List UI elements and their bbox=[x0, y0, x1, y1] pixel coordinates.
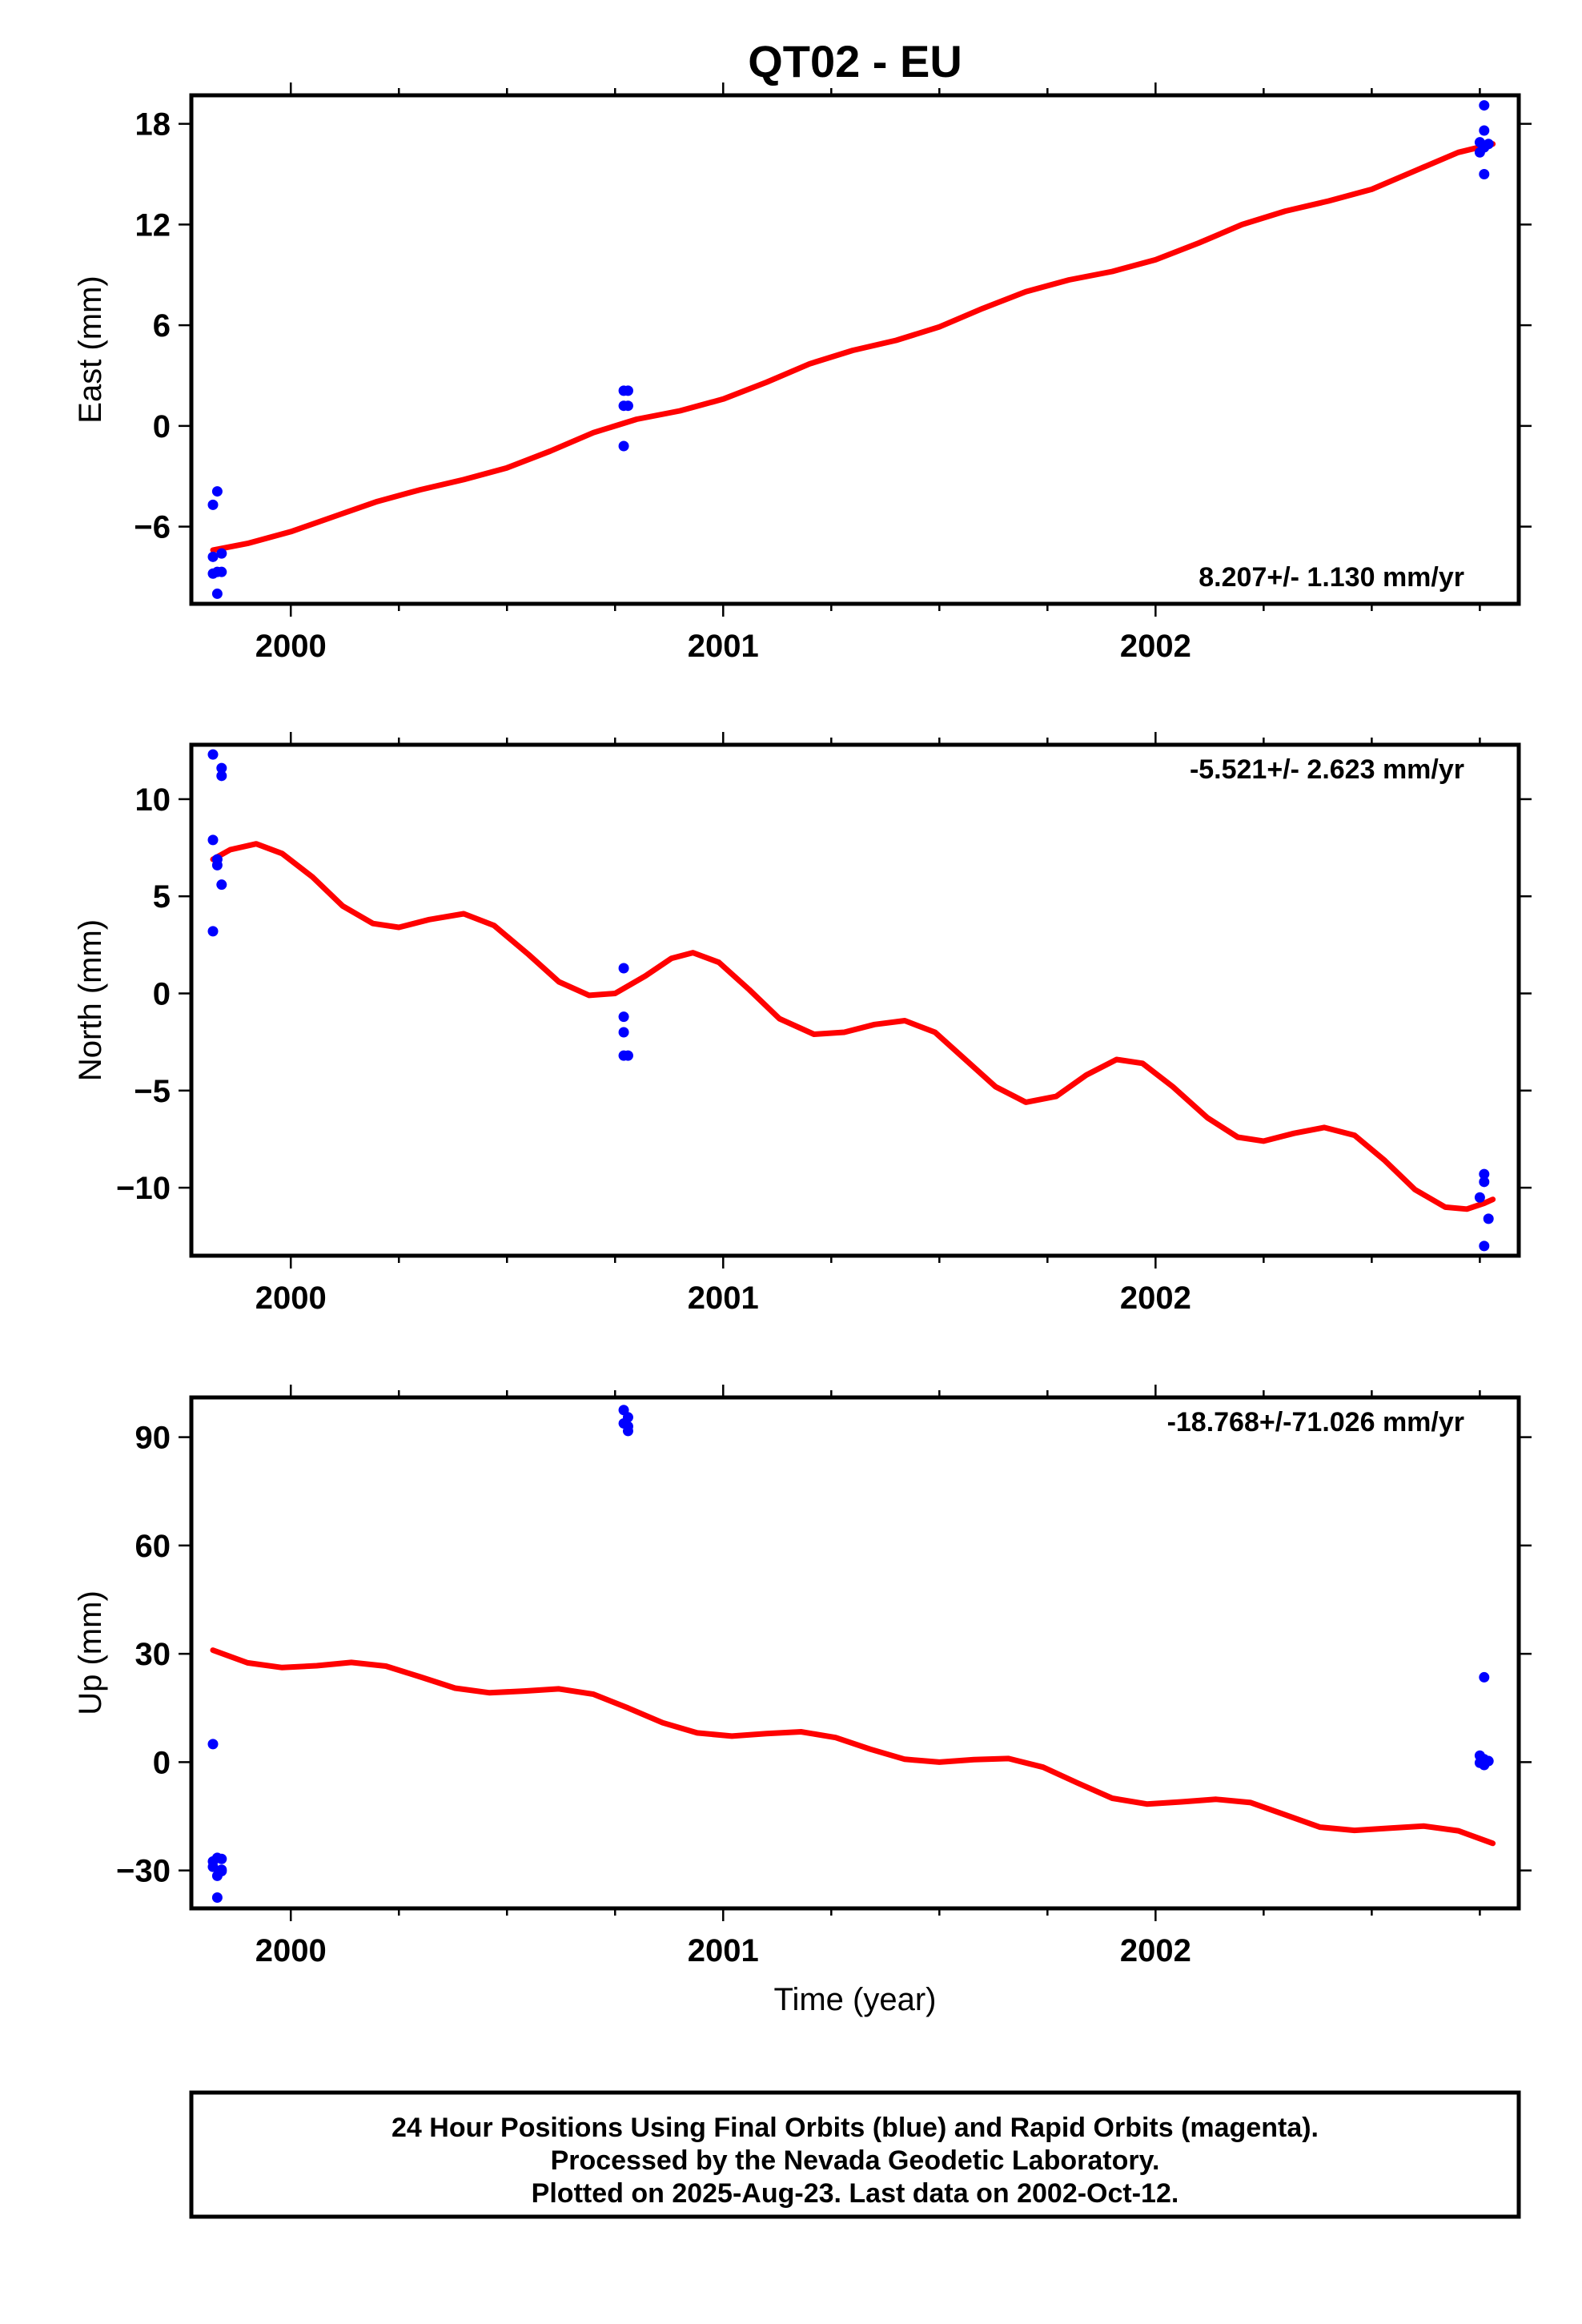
y-tick-label: 0 bbox=[153, 1745, 171, 1780]
panel-3: 2000 2001 2002 −30 0 30 60 90 Up (mm) -18.768+/-7… bbox=[73, 1385, 1532, 1968]
panel-frame bbox=[189, 93, 1521, 606]
observed-point bbox=[216, 770, 227, 782]
x-tick-label: 2001 bbox=[688, 629, 759, 664]
y-tick-label: 6 bbox=[153, 308, 171, 344]
footer-line-1: 24 Hour Positions Using Final Orbits (bl… bbox=[391, 2113, 1319, 2143]
observed-point bbox=[216, 879, 227, 891]
observed-point bbox=[622, 385, 633, 396]
observed-point bbox=[1479, 125, 1490, 136]
observed-point bbox=[1479, 1176, 1490, 1188]
y-tick-label: 5 bbox=[153, 879, 171, 915]
panels-group: 2000 2001 2002 −6 0 6 12 18 East (mm) 8.207+/- 1.… bbox=[73, 82, 1532, 1968]
observed-point bbox=[1479, 1759, 1490, 1771]
y-axis-label: Up (mm) bbox=[73, 1590, 108, 1715]
observed-point bbox=[618, 1027, 629, 1038]
y-tick-label: 30 bbox=[135, 1637, 171, 1672]
observed-point bbox=[622, 400, 633, 412]
y-tick-label: −30 bbox=[116, 1854, 171, 1889]
y-tick-label: 90 bbox=[135, 1421, 171, 1456]
y-axis-label: East (mm) bbox=[73, 275, 108, 423]
x-tick-label: 2000 bbox=[255, 1281, 327, 1316]
observed-point bbox=[1479, 100, 1490, 111]
y-tick-label: 12 bbox=[135, 207, 171, 243]
observed-point bbox=[1479, 168, 1490, 179]
observed-point bbox=[1483, 1213, 1494, 1224]
model-curve bbox=[210, 141, 1496, 553]
observed-point bbox=[207, 499, 219, 510]
observed-point bbox=[211, 588, 223, 599]
y-tick-label: −10 bbox=[116, 1171, 171, 1206]
x-tick-label: 2000 bbox=[255, 629, 327, 664]
observed-point bbox=[216, 1866, 227, 1877]
x-tick-label: 2002 bbox=[1120, 1281, 1191, 1316]
panel-1: 2000 2001 2002 −6 0 6 12 18 East (mm) 8.207+/- 1.… bbox=[73, 82, 1532, 664]
y-tick-label: 10 bbox=[135, 782, 171, 818]
observed-point bbox=[207, 1861, 219, 1872]
observed-point bbox=[207, 1739, 219, 1750]
panel-frame bbox=[189, 1395, 1521, 1911]
observed-point bbox=[1479, 1168, 1490, 1180]
observed-point bbox=[216, 762, 227, 774]
observed-point bbox=[211, 486, 223, 497]
observed-point bbox=[216, 566, 227, 577]
observed-point bbox=[1474, 147, 1485, 158]
observed-point bbox=[622, 1050, 633, 1061]
y-tick-label: 0 bbox=[153, 409, 171, 444]
observed-point bbox=[1479, 1671, 1490, 1683]
model-curve bbox=[210, 841, 1496, 1212]
rate-label: -18.768+/-71.026 mm/yr bbox=[1167, 1407, 1464, 1437]
y-tick-label: 0 bbox=[153, 977, 171, 1012]
observed-point bbox=[207, 926, 219, 937]
panel-2: 2000 2001 2002 −10 −5 0 5 10 North (mm) -5.521+/-… bbox=[73, 732, 1532, 1316]
x-tick-label: 2001 bbox=[688, 1281, 759, 1316]
observed-point bbox=[216, 548, 227, 559]
x-tick-label: 2002 bbox=[1120, 629, 1191, 664]
observed-point bbox=[207, 749, 219, 760]
observed-point bbox=[622, 1425, 633, 1437]
panel-frame bbox=[189, 742, 1521, 1258]
y-tick-label: 18 bbox=[135, 107, 171, 143]
observed-point bbox=[216, 1853, 227, 1864]
model-curve bbox=[210, 1647, 1496, 1847]
y-tick-label: −5 bbox=[134, 1074, 171, 1109]
observed-point bbox=[211, 1892, 223, 1903]
chart-title: QT02 - EU bbox=[748, 36, 962, 86]
footer-line-2: Processed by the Nevada Geodetic Laborat… bbox=[551, 2145, 1160, 2176]
footer-line-3: Plotted on 2025-Aug-23. Last data on 200… bbox=[532, 2178, 1179, 2209]
rate-label: -5.521+/- 2.623 mm/yr bbox=[1190, 754, 1464, 785]
observed-point bbox=[1474, 1192, 1485, 1203]
observed-point bbox=[211, 859, 223, 870]
observed-point bbox=[1479, 1240, 1490, 1252]
observed-point bbox=[207, 834, 219, 846]
observed-point bbox=[1483, 139, 1494, 150]
observed-point bbox=[618, 1011, 629, 1023]
footer-box bbox=[189, 2090, 1521, 2219]
y-tick-label: 60 bbox=[135, 1529, 171, 1564]
observed-point bbox=[618, 440, 629, 452]
y-axis-label: North (mm) bbox=[73, 919, 108, 1081]
x-tick-label: 2001 bbox=[688, 1933, 759, 1968]
x-tick-label: 2000 bbox=[255, 1933, 327, 1968]
observed-point bbox=[207, 551, 219, 562]
rate-label: 8.207+/- 1.130 mm/yr bbox=[1199, 562, 1464, 593]
y-tick-label: −6 bbox=[134, 510, 171, 545]
x-tick-label: 2002 bbox=[1120, 1933, 1191, 1968]
observed-point bbox=[618, 963, 629, 974]
x-axis-label: Time (year) bbox=[774, 1982, 937, 2017]
